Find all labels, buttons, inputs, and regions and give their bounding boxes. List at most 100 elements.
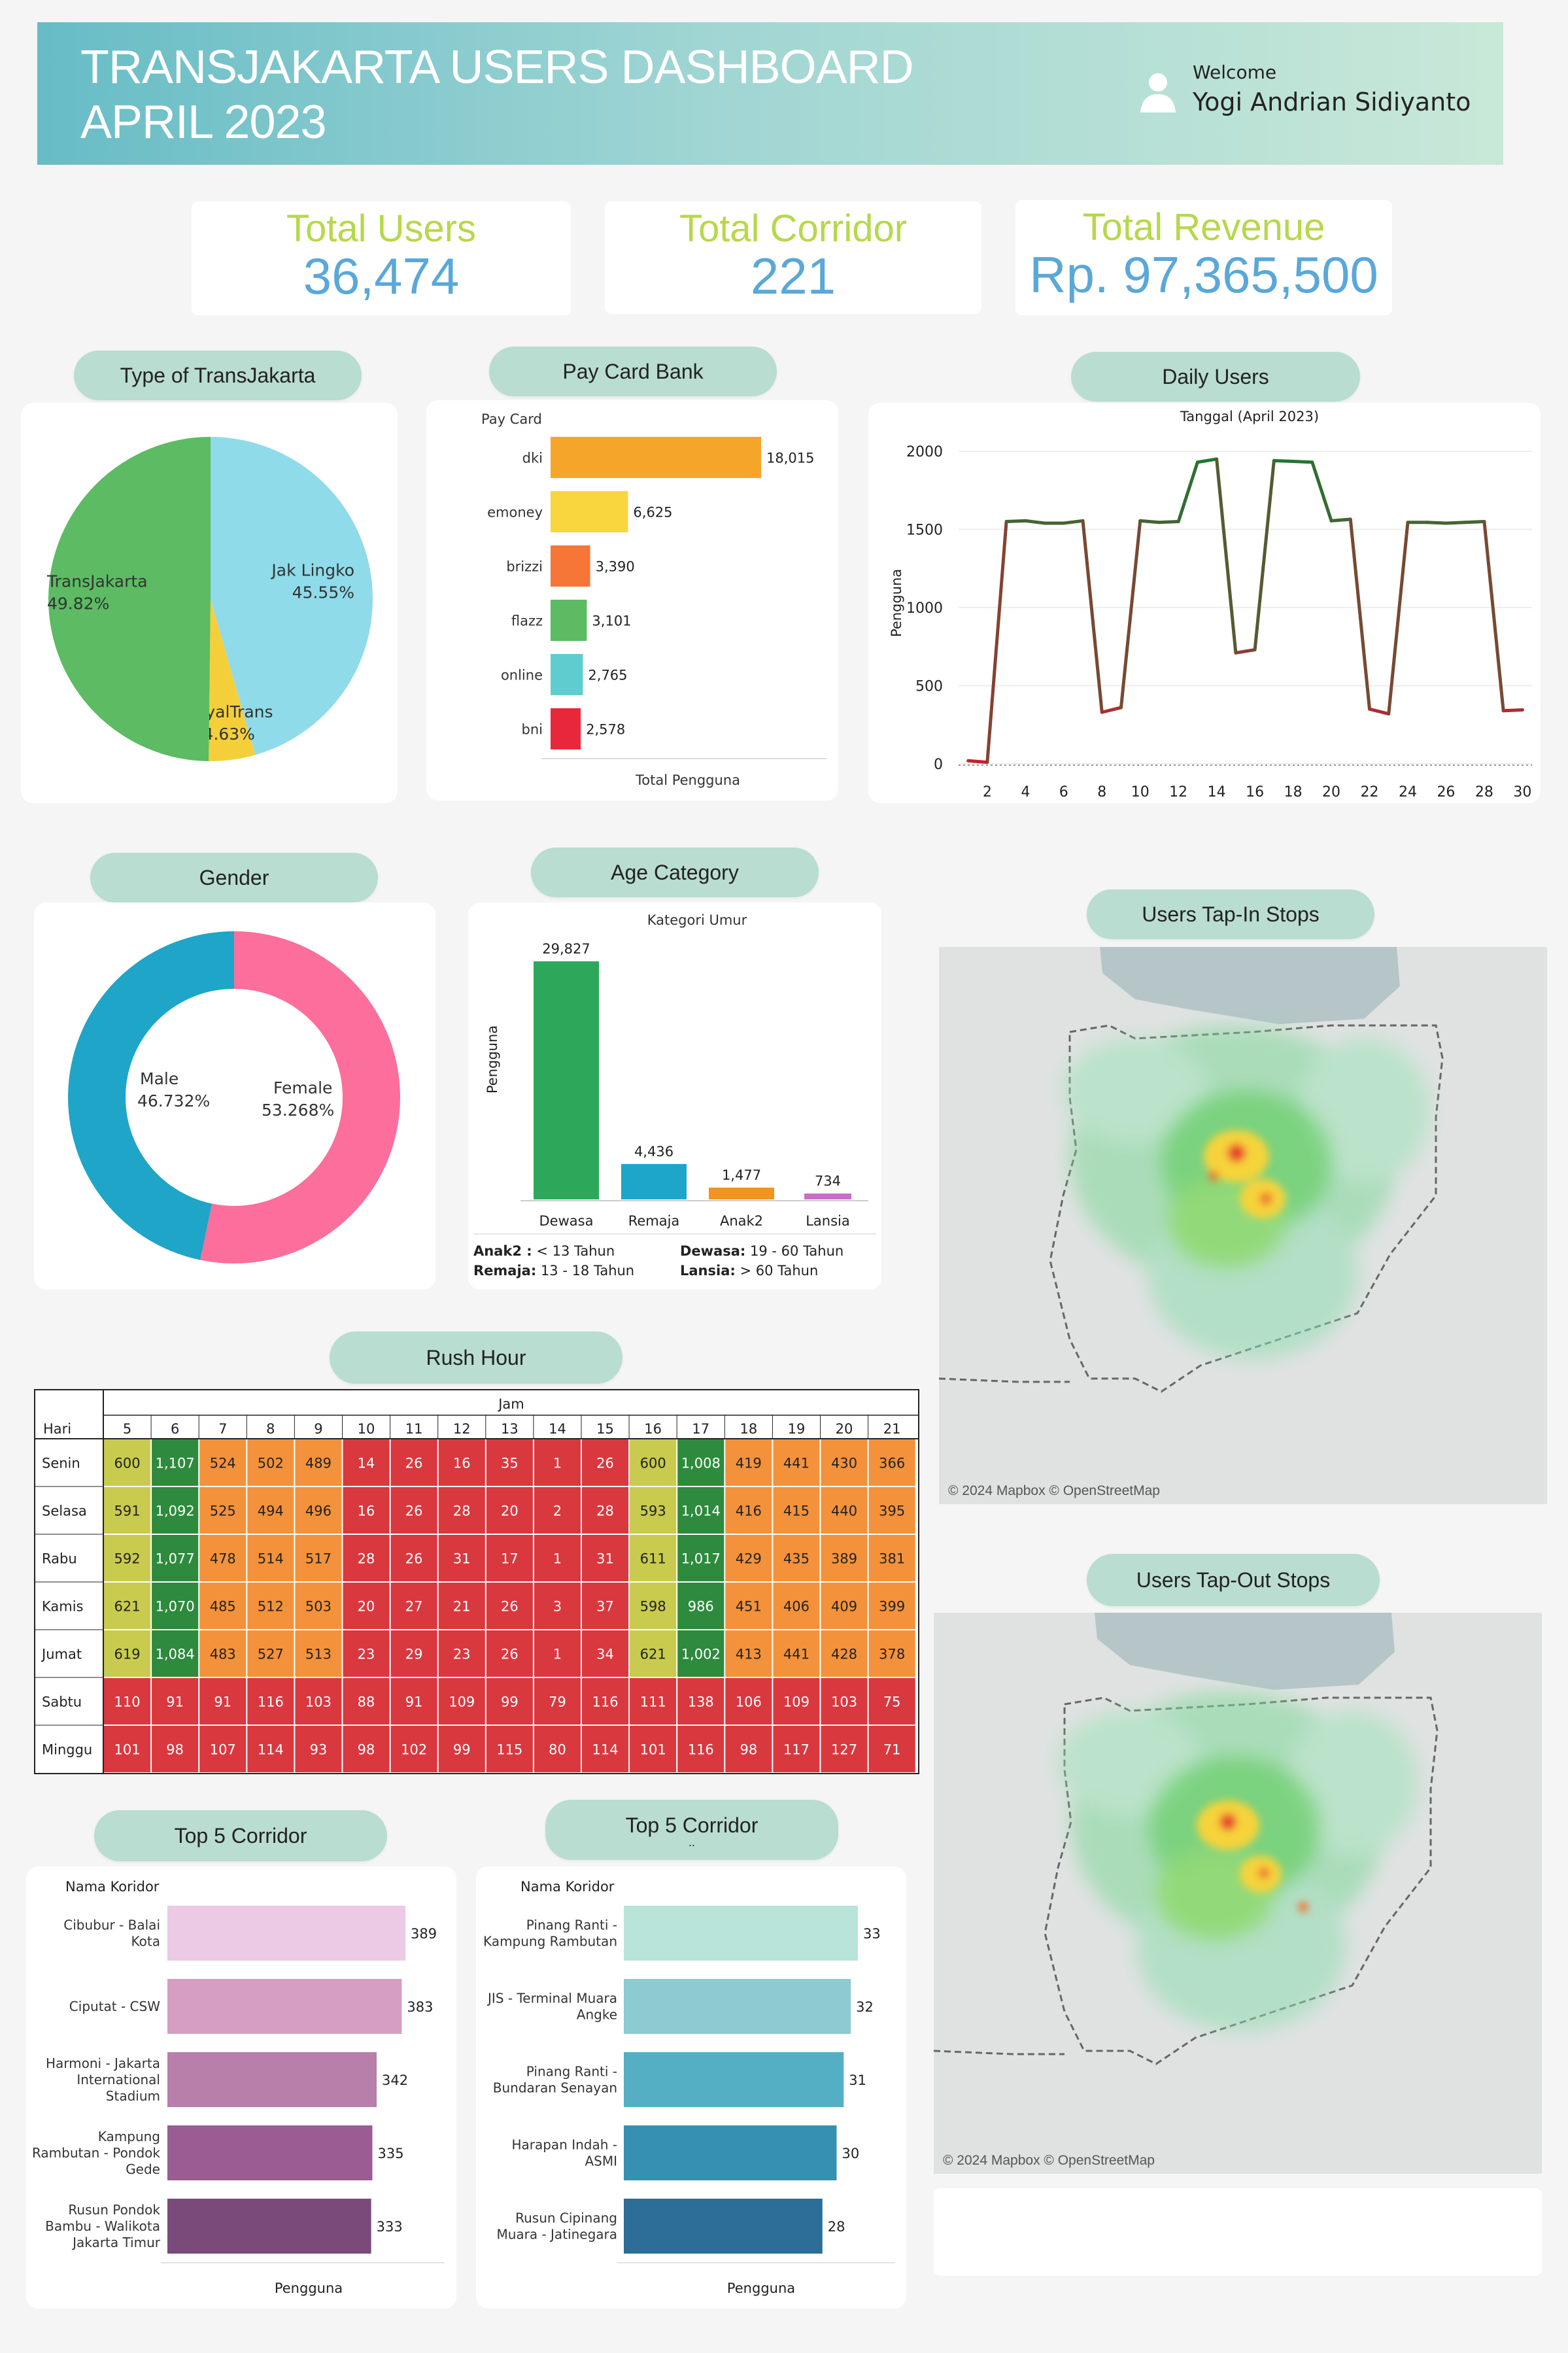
line-segment (1081, 519, 1104, 714)
cell-value: 416 (736, 1503, 762, 1519)
bar (551, 491, 628, 532)
cell-value: 23 (453, 1647, 471, 1662)
category-label: Remaja (628, 1213, 680, 1229)
cell-value: 26 (596, 1456, 614, 1471)
bar (167, 2125, 373, 2180)
heatmap-cell (199, 1630, 247, 1677)
heatmap-cell (821, 1726, 868, 1772)
bar (551, 545, 590, 587)
column-label: 11 (405, 1421, 423, 1437)
kpi-label: Total Revenue (1082, 206, 1325, 249)
cell-value: 1,092 (156, 1503, 195, 1519)
heatmap-cell (773, 1535, 820, 1581)
category-label: Muara - Jatinegara (496, 2227, 617, 2242)
heatmap-cell (534, 1535, 581, 1581)
heatmap-cell (773, 1678, 820, 1725)
pie-slice (209, 599, 256, 761)
line-segment (1062, 519, 1085, 525)
heatmap-cell (438, 1487, 485, 1534)
card-top5-corridor-b: Nama Koridor Pinang Ranti - Kampung Rambut… (476, 1866, 906, 2309)
cell-value: 1,017 (681, 1551, 721, 1567)
value-label: 734 (815, 1173, 841, 1189)
cell-value: 20 (501, 1503, 519, 1519)
section-title-age: Age Category (531, 848, 819, 897)
line-segment (1310, 460, 1333, 523)
value-label: 3,101 (592, 613, 631, 629)
heatmap-cell (390, 1535, 437, 1581)
heatmap-cell (582, 1535, 629, 1581)
heatmap-cell (104, 1487, 151, 1534)
cell-value: 28 (358, 1551, 375, 1567)
heatmap-cell (104, 1535, 151, 1581)
heatmap-cell (152, 1439, 199, 1486)
cell-value: 593 (640, 1503, 666, 1519)
heatmap-cell (773, 1439, 820, 1486)
category-label: bni (522, 722, 543, 738)
heatmap-cell (152, 1678, 199, 1725)
tap-in-map[interactable]: © 2024 Mapbox © OpenStreetMap (939, 947, 1547, 1504)
tap-in-map-canvas (939, 947, 1444, 1393)
heatmap-cell (152, 1630, 199, 1677)
x-tick-label: 2 (983, 784, 992, 800)
welcome-label: Welcome (1193, 61, 1277, 83)
heatmap-cell (630, 1678, 677, 1725)
category-label: Gede (126, 2161, 160, 2177)
heatmap-cell (773, 1726, 820, 1772)
cell-value: 483 (210, 1647, 236, 1662)
bar (167, 2052, 377, 2107)
x-tick-label: 18 (1284, 784, 1303, 800)
category-label: Dewasa (539, 1213, 594, 1229)
cell-value: 28 (453, 1503, 471, 1519)
heatmap-cell (677, 1678, 724, 1725)
heatmap-cell (438, 1630, 485, 1677)
pie-slice (48, 437, 211, 761)
cell-value: 91 (405, 1694, 423, 1710)
heatmap-cell (725, 1535, 772, 1581)
heatmap-cell (821, 1630, 868, 1677)
cell-value: 101 (640, 1742, 666, 1758)
bar (624, 1906, 858, 1961)
category-label: Pinang Ranti - (526, 2064, 617, 2080)
cell-value: 3 (553, 1599, 562, 1615)
line-segment (1272, 458, 1295, 464)
bar (621, 1163, 687, 1199)
category-label: Angke (577, 2007, 617, 2023)
cell-value: 116 (258, 1694, 284, 1710)
heatmap-cell (390, 1630, 437, 1677)
heat-layer-high (1204, 1130, 1286, 1218)
heatmap-cell (582, 1630, 629, 1677)
bar (551, 437, 761, 478)
paycard-bar-chart: Pay Card dki 18,015 emoney 6,625 brizzi 3,390 f… (481, 411, 827, 788)
column-label: 7 (218, 1421, 227, 1437)
heatmap-cell (438, 1439, 485, 1486)
cell-value: 21 (453, 1599, 471, 1615)
category-label: JIS - Terminal Muara (486, 1991, 617, 2006)
age-legend-right: Dewasa: 19 - 60 Tahun Lansia: > 60 Tahun (680, 1241, 844, 1280)
heatmap-cell (343, 1535, 390, 1581)
cell-value: 598 (640, 1599, 666, 1615)
value-label: 3,390 (596, 559, 635, 575)
cell-value: 489 (305, 1456, 332, 1471)
slice-value: 53.268% (262, 1101, 334, 1120)
cell-value: 399 (879, 1599, 905, 1615)
heatmap-cell (343, 1487, 390, 1534)
heatmap-cell (199, 1439, 247, 1486)
heatmap-cell (486, 1678, 533, 1725)
kpi-label: Total Corridor (679, 207, 908, 250)
axis-title-x: Pengguna (727, 2280, 795, 2296)
tap-out-map[interactable]: © 2024 Mapbox © OpenStreetMap (934, 1613, 1542, 2174)
cell-value: 14 (358, 1456, 375, 1471)
cell-value: 478 (210, 1551, 236, 1567)
note-value: 13 - 18 Tahun (540, 1263, 635, 1279)
x-tick-label: 24 (1399, 784, 1417, 800)
cell-value: 441 (783, 1456, 810, 1471)
cell-value: 91 (214, 1694, 231, 1710)
section-title-gender: Gender (90, 853, 378, 902)
cell-value: 79 (549, 1694, 566, 1710)
y-tick-label: 0 (934, 757, 943, 773)
cell-value: 109 (449, 1694, 475, 1710)
cell-value: 389 (831, 1551, 857, 1567)
line-segment (1387, 521, 1410, 716)
heatmap-cell (343, 1726, 390, 1772)
